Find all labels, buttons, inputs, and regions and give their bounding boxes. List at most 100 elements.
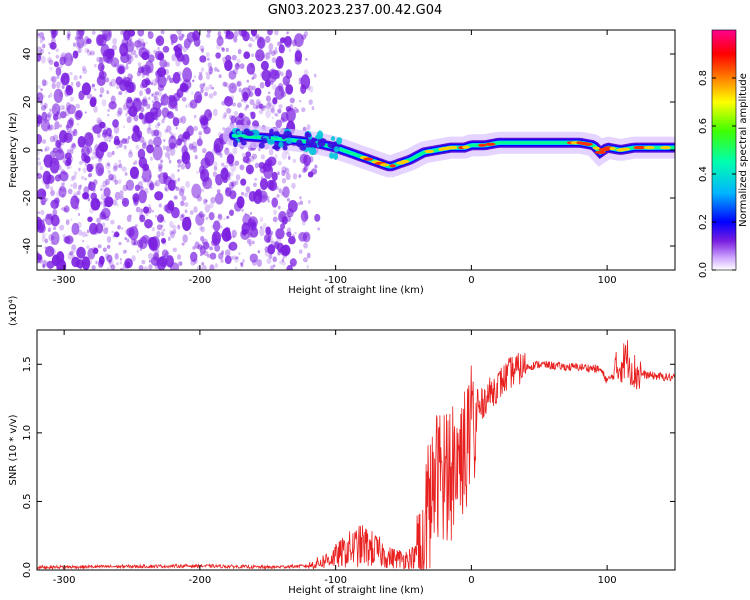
noise-speck (257, 250, 261, 254)
noise-speck (171, 207, 180, 219)
noise-speck (287, 153, 291, 156)
noise-speck (117, 179, 122, 185)
noise-speck (236, 102, 242, 108)
noise-speck (101, 207, 111, 219)
noise-speck (114, 179, 118, 185)
noise-speck (96, 56, 102, 63)
noise-speck (187, 102, 194, 109)
noise-speck (51, 103, 61, 117)
noise-speck (180, 115, 187, 124)
noise-speck (299, 196, 302, 200)
noise-speck (298, 174, 302, 178)
noise-speck (201, 264, 207, 270)
noise-speck (97, 157, 102, 163)
noise-speck (139, 214, 146, 223)
noise-speck (270, 80, 274, 85)
noise-speck (123, 145, 127, 150)
noise-speck (291, 39, 297, 47)
noise-speck (151, 129, 156, 137)
carrier-hotspot (592, 146, 600, 150)
noise-speck (59, 139, 65, 146)
noise-speck (220, 233, 223, 238)
noise-speck (177, 168, 180, 173)
x-tick-label: 0 (468, 575, 474, 586)
noise-speck (280, 43, 283, 47)
noise-speck (268, 30, 274, 35)
noise-speck (37, 92, 44, 103)
noise-speck (48, 52, 51, 55)
noise-speck (90, 96, 97, 106)
noise-speck (278, 104, 283, 109)
noise-speck (169, 229, 174, 235)
noise-speck (101, 99, 107, 107)
noise-speck (208, 84, 213, 90)
noise-speck (69, 55, 74, 62)
noise-speck (59, 91, 64, 97)
noise-speck (76, 122, 80, 126)
noise-speck (56, 75, 60, 79)
noise-speck (177, 224, 181, 230)
noise-speck (254, 177, 258, 181)
noise-speck (141, 41, 146, 48)
carrier-hotspot (635, 146, 647, 150)
noise-speck (258, 109, 264, 115)
noise-speck (172, 72, 181, 84)
noise-speck (55, 149, 65, 161)
noise-speck (191, 91, 194, 96)
noise-speck (141, 98, 148, 107)
noise-speck (286, 31, 290, 34)
noise-speck (167, 236, 171, 241)
noise-speck (125, 63, 129, 67)
noise-speck (57, 203, 60, 207)
noise-speck (127, 30, 136, 37)
y-tick-label: -20 (22, 190, 33, 206)
noise-speck (223, 112, 228, 118)
noise-speck (163, 139, 166, 142)
noise-speck (263, 52, 270, 61)
noise-speck (116, 64, 126, 75)
noise-speck (170, 186, 175, 192)
noise-speck (181, 96, 187, 102)
noise-speck (212, 232, 216, 236)
bottom-x-axis: -300 -200 -100 0 100 (53, 330, 617, 586)
noise-speck (271, 197, 279, 208)
noise-speck (200, 235, 205, 242)
noise-speck (145, 87, 151, 95)
noise-speck (229, 235, 232, 239)
noise-speck (199, 168, 210, 183)
noise-speck (298, 82, 301, 85)
carrier-blob (333, 152, 339, 160)
noise-speck (234, 257, 239, 263)
noise-speck (170, 33, 178, 44)
noise-speck (184, 209, 188, 214)
noise-speck (222, 115, 227, 120)
noise-speck (175, 126, 178, 130)
noise-speck (234, 62, 240, 70)
noise-speck (274, 241, 280, 250)
noise-speck (277, 74, 280, 79)
noise-speck (252, 103, 258, 110)
noise-speck (93, 105, 98, 113)
noise-speck (70, 195, 80, 209)
noise-speck (140, 38, 145, 43)
noise-speck (63, 52, 74, 67)
noise-speck (113, 125, 120, 134)
noise-speck (193, 125, 198, 132)
noise-speck (92, 51, 95, 55)
noise-speck (299, 200, 303, 205)
noise-speck (152, 92, 157, 98)
noise-speck (106, 89, 109, 94)
noise-speck (151, 100, 154, 103)
noise-speck (170, 208, 174, 212)
noise-speck (216, 36, 224, 47)
noise-speck (247, 85, 251, 90)
noise-speck (217, 214, 223, 221)
noise-speck (170, 173, 176, 181)
noise-speck (211, 224, 214, 229)
noise-speck (259, 217, 264, 223)
noise-speck (284, 167, 290, 175)
noise-speck (128, 149, 133, 155)
noise-speck (78, 212, 81, 216)
noise-speck (40, 209, 45, 216)
carrier-blob (336, 137, 343, 145)
